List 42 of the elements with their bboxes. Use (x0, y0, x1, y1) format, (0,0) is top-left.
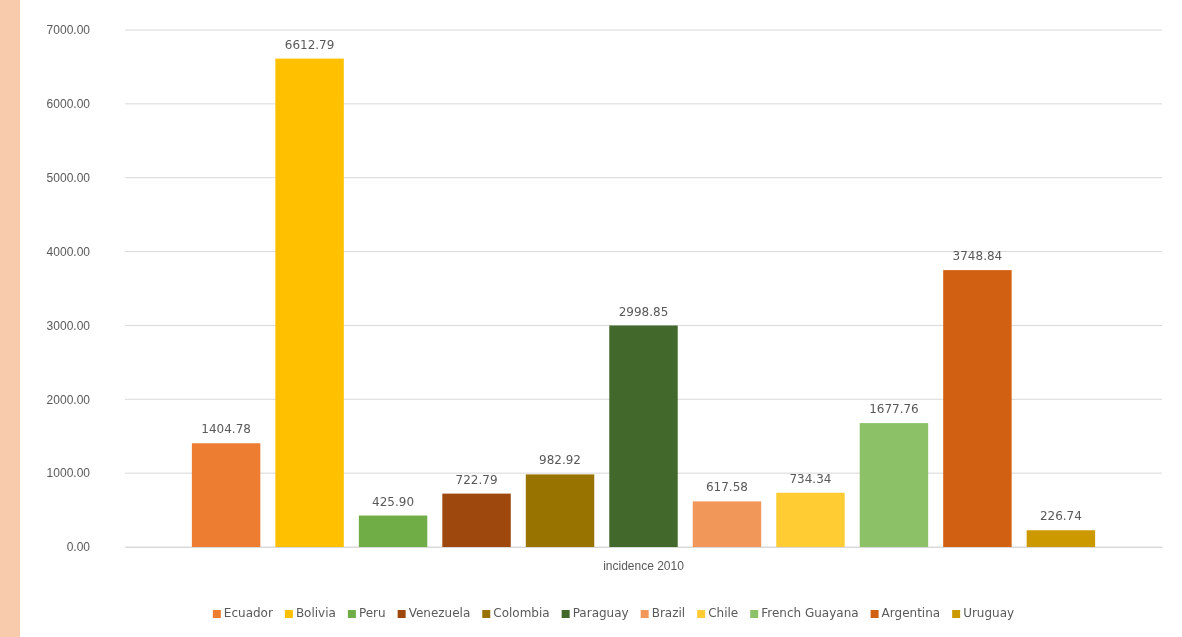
bar (442, 493, 511, 547)
bar (943, 270, 1012, 547)
legend-label: Chile (708, 606, 739, 620)
data-label: 1404.78 (201, 422, 251, 437)
y-tick-label: 3000.00 (46, 318, 91, 333)
data-label: 617.58 (705, 480, 748, 495)
bar (1026, 530, 1096, 547)
bar (609, 325, 678, 547)
legend-label: Uruguay (963, 606, 1015, 620)
y-tick-label: 1000.00 (46, 466, 91, 481)
legend-label: Paraguay (572, 606, 629, 620)
data-label: 982.92 (539, 453, 582, 468)
bar (358, 515, 428, 547)
legend-label: Bolivia (295, 606, 336, 620)
y-tick-label: 5000.00 (46, 171, 91, 186)
data-label: 722.79 (455, 472, 498, 487)
legend-label: Ecuador (223, 606, 273, 620)
bar (275, 58, 344, 547)
data-label: 226.74 (1039, 509, 1082, 524)
legend-label: Argentina (881, 606, 941, 620)
legend-label: Brazil (651, 606, 686, 620)
bar (859, 423, 929, 547)
y-tick-label: 2000.00 (46, 392, 91, 407)
legend-label: Venezuela (408, 606, 471, 620)
legend-label: French Guayana (761, 606, 859, 620)
data-label: 3748.84 (952, 249, 1003, 264)
data-label: 1677.76 (869, 402, 919, 417)
bar (525, 474, 595, 547)
bar (692, 501, 762, 547)
x-tick-label: incidence 2010 (603, 558, 685, 573)
data-label: 425.90 (372, 494, 415, 509)
data-label: 2998.85 (618, 304, 669, 319)
legend-label: Peru (358, 606, 386, 620)
y-tick-label: 6000.00 (46, 97, 91, 112)
bar (776, 492, 845, 547)
data-label: 734.34 (789, 471, 832, 486)
legend-label: Colombia (493, 606, 550, 620)
y-tick-label: 4000.00 (46, 244, 91, 259)
y-tick-label: 7000.00 (46, 23, 91, 38)
bar (191, 443, 261, 547)
y-tick-label: 0.00 (66, 540, 91, 555)
data-label: 6612.79 (284, 37, 335, 52)
